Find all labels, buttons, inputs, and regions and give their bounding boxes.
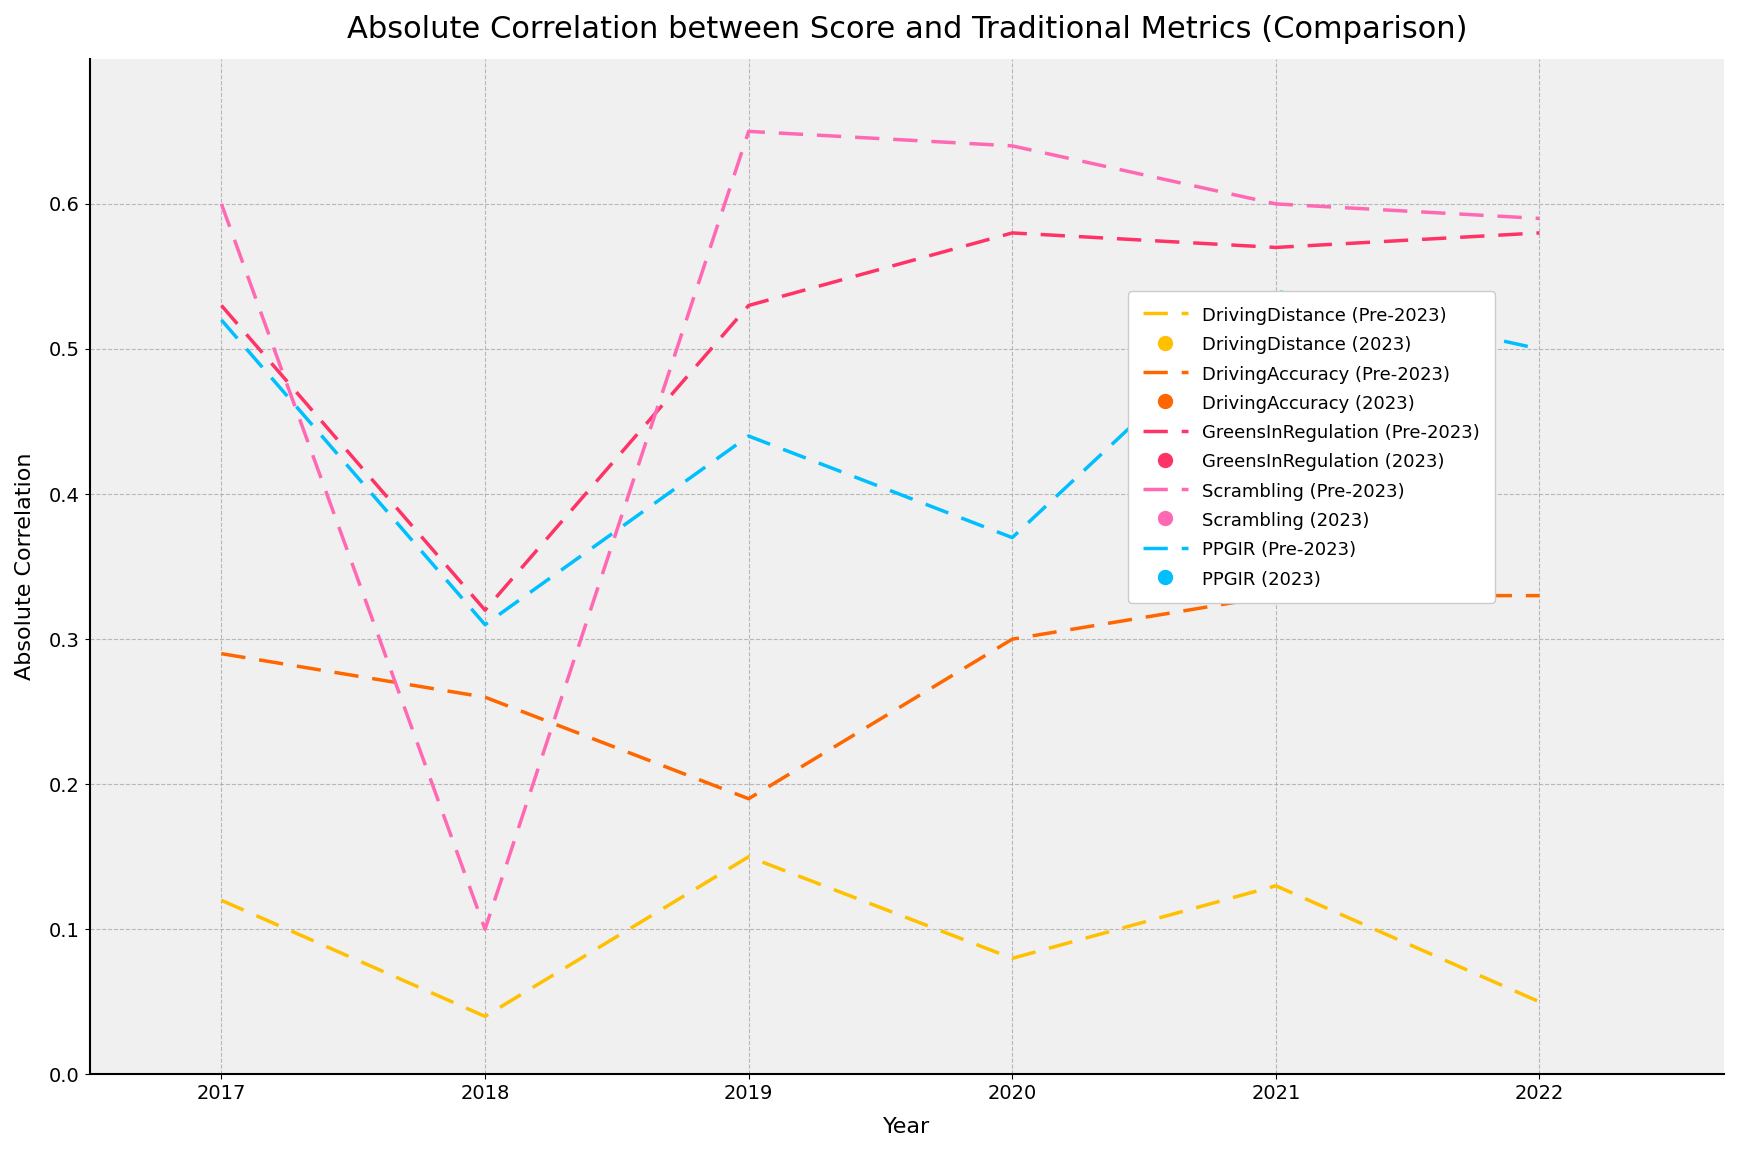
X-axis label: Year: Year [883, 1117, 930, 1137]
Legend: DrivingDistance (Pre-2023), DrivingDistance (2023), DrivingAccuracy (Pre-2023), : DrivingDistance (Pre-2023), DrivingDista… [1129, 291, 1494, 602]
Title: Absolute Correlation between Score and Traditional Metrics (Comparison): Absolute Correlation between Score and T… [346, 15, 1468, 44]
Y-axis label: Absolute Correlation: Absolute Correlation [16, 453, 35, 681]
